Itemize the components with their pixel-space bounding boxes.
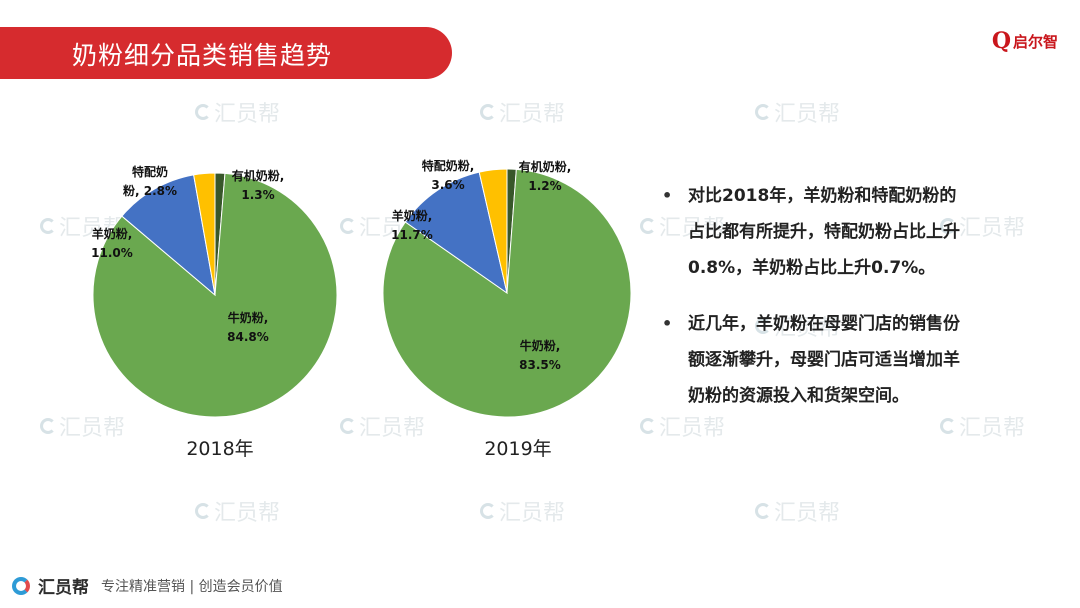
pie-slice-2018 bbox=[121, 174, 216, 297]
title-bar: 奶粉细分品类销售趋势 bbox=[0, 27, 452, 79]
insight-list: • 对比2018年，羊奶粉和特配奶粉的 占比都有所提升，特配奶粉占比上升 0.8… bbox=[660, 178, 1040, 434]
footer-logo-icon bbox=[12, 576, 30, 595]
pie-data-label: 羊奶粉, 11.7% bbox=[391, 208, 433, 242]
bullet-icon: • bbox=[662, 186, 673, 205]
brand-logo: Q 启尔智 bbox=[992, 28, 1058, 54]
footer-slogan: 专注精准营销 | 创造会员价值 bbox=[101, 578, 283, 595]
insight-item: • 近几年，羊奶粉在母婴门店的销售份 额逐渐攀升，母婴门店可适当增加羊 奶粉的资… bbox=[660, 306, 1040, 414]
pie-slice-2019 bbox=[404, 171, 508, 295]
pie-slice-2019 bbox=[478, 168, 508, 294]
pie-data-label: 牛奶粉, 84.8% bbox=[227, 310, 269, 344]
insight-line: 对比2018年，羊奶粉和特配奶粉的 bbox=[688, 186, 957, 206]
pie-slice-2018 bbox=[193, 172, 216, 296]
chart-2019-title: 2019年 bbox=[484, 438, 552, 460]
brand-logo-text: 启尔智 bbox=[1012, 32, 1058, 51]
pie-data-label: 有机奶粉, 1.2% bbox=[519, 159, 572, 193]
chart-2018-title: 2018年 bbox=[186, 438, 254, 460]
bullet-icon: • bbox=[662, 314, 673, 333]
brand-logo-mark: Q bbox=[991, 28, 1011, 54]
pie-data-label: 牛奶粉, 83.5% bbox=[519, 338, 561, 372]
insight-line: 近几年，羊奶粉在母婴门店的销售份 bbox=[688, 314, 960, 334]
insight-line: 奶粉的资源投入和货架空间。 bbox=[688, 386, 909, 406]
page-title: 奶粉细分品类销售趋势 bbox=[72, 41, 333, 70]
pie-data-label: 有机奶粉, 1.3% bbox=[232, 168, 285, 202]
pie-data-label: 羊奶粉, 11.0% bbox=[91, 226, 133, 260]
pie-data-label: 特配奶粉, 2.8% bbox=[123, 164, 177, 198]
footer: 汇员帮 专注精准营销 | 创造会员价值 bbox=[12, 573, 283, 598]
footer-brand: 汇员帮 bbox=[38, 578, 89, 598]
pie-data-label: 特配奶粉, 3.6% bbox=[422, 158, 475, 192]
insight-line: 占比都有所提升，特配奶粉占比上升 bbox=[688, 222, 960, 242]
insight-line: 额逐渐攀升，母婴门店可适当增加羊 bbox=[688, 350, 960, 370]
insight-item: • 对比2018年，羊奶粉和特配奶粉的 占比都有所提升，特配奶粉占比上升 0.8… bbox=[660, 178, 1040, 286]
insight-line: 0.8%，羊奶粉占比上升0.7%。 bbox=[688, 258, 936, 278]
